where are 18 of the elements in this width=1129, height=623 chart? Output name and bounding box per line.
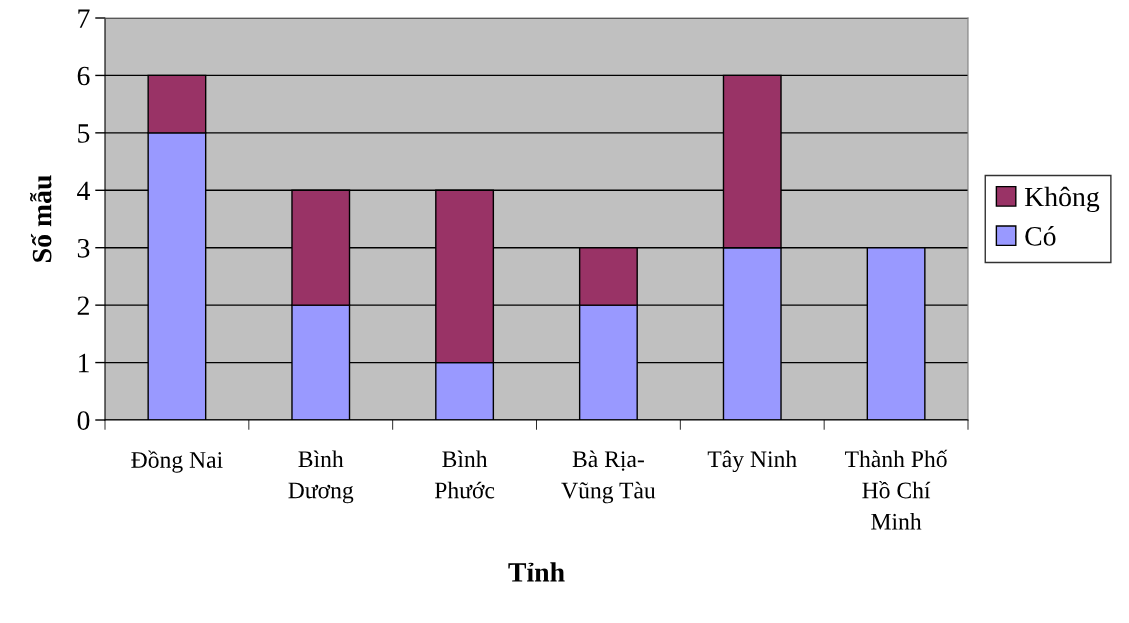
y-tick-label: 6 (77, 66, 90, 86)
x-tick-label: Thành Phố Hồ Chí Minh (845, 449, 948, 530)
x-tick-label: Bình Dương (288, 450, 354, 504)
y-tick-label: 3 (77, 238, 90, 258)
y-tick-label: 0 (77, 411, 90, 430)
x-tick-label: Bà Rịa- Vũng Tàu (561, 450, 656, 504)
legend-label: Có (1025, 226, 1056, 246)
y-tick-label: 4 (77, 181, 90, 200)
x-tick-label: Bình Phước (434, 450, 495, 499)
y-axis-title: Số mẫu (30, 175, 52, 262)
y-tick-label: 7 (78, 9, 90, 28)
x-tick-label: Tây Ninh (707, 450, 797, 473)
legend-label: Không (1024, 186, 1100, 213)
x-axis-title: Tỉnh (508, 562, 565, 582)
y-tick-label: 2 (77, 296, 89, 315)
y-tick-label: 5 (78, 124, 90, 143)
y-tick-label: 1 (78, 353, 89, 373)
x-tick-label: Đồng Nai (131, 450, 223, 473)
